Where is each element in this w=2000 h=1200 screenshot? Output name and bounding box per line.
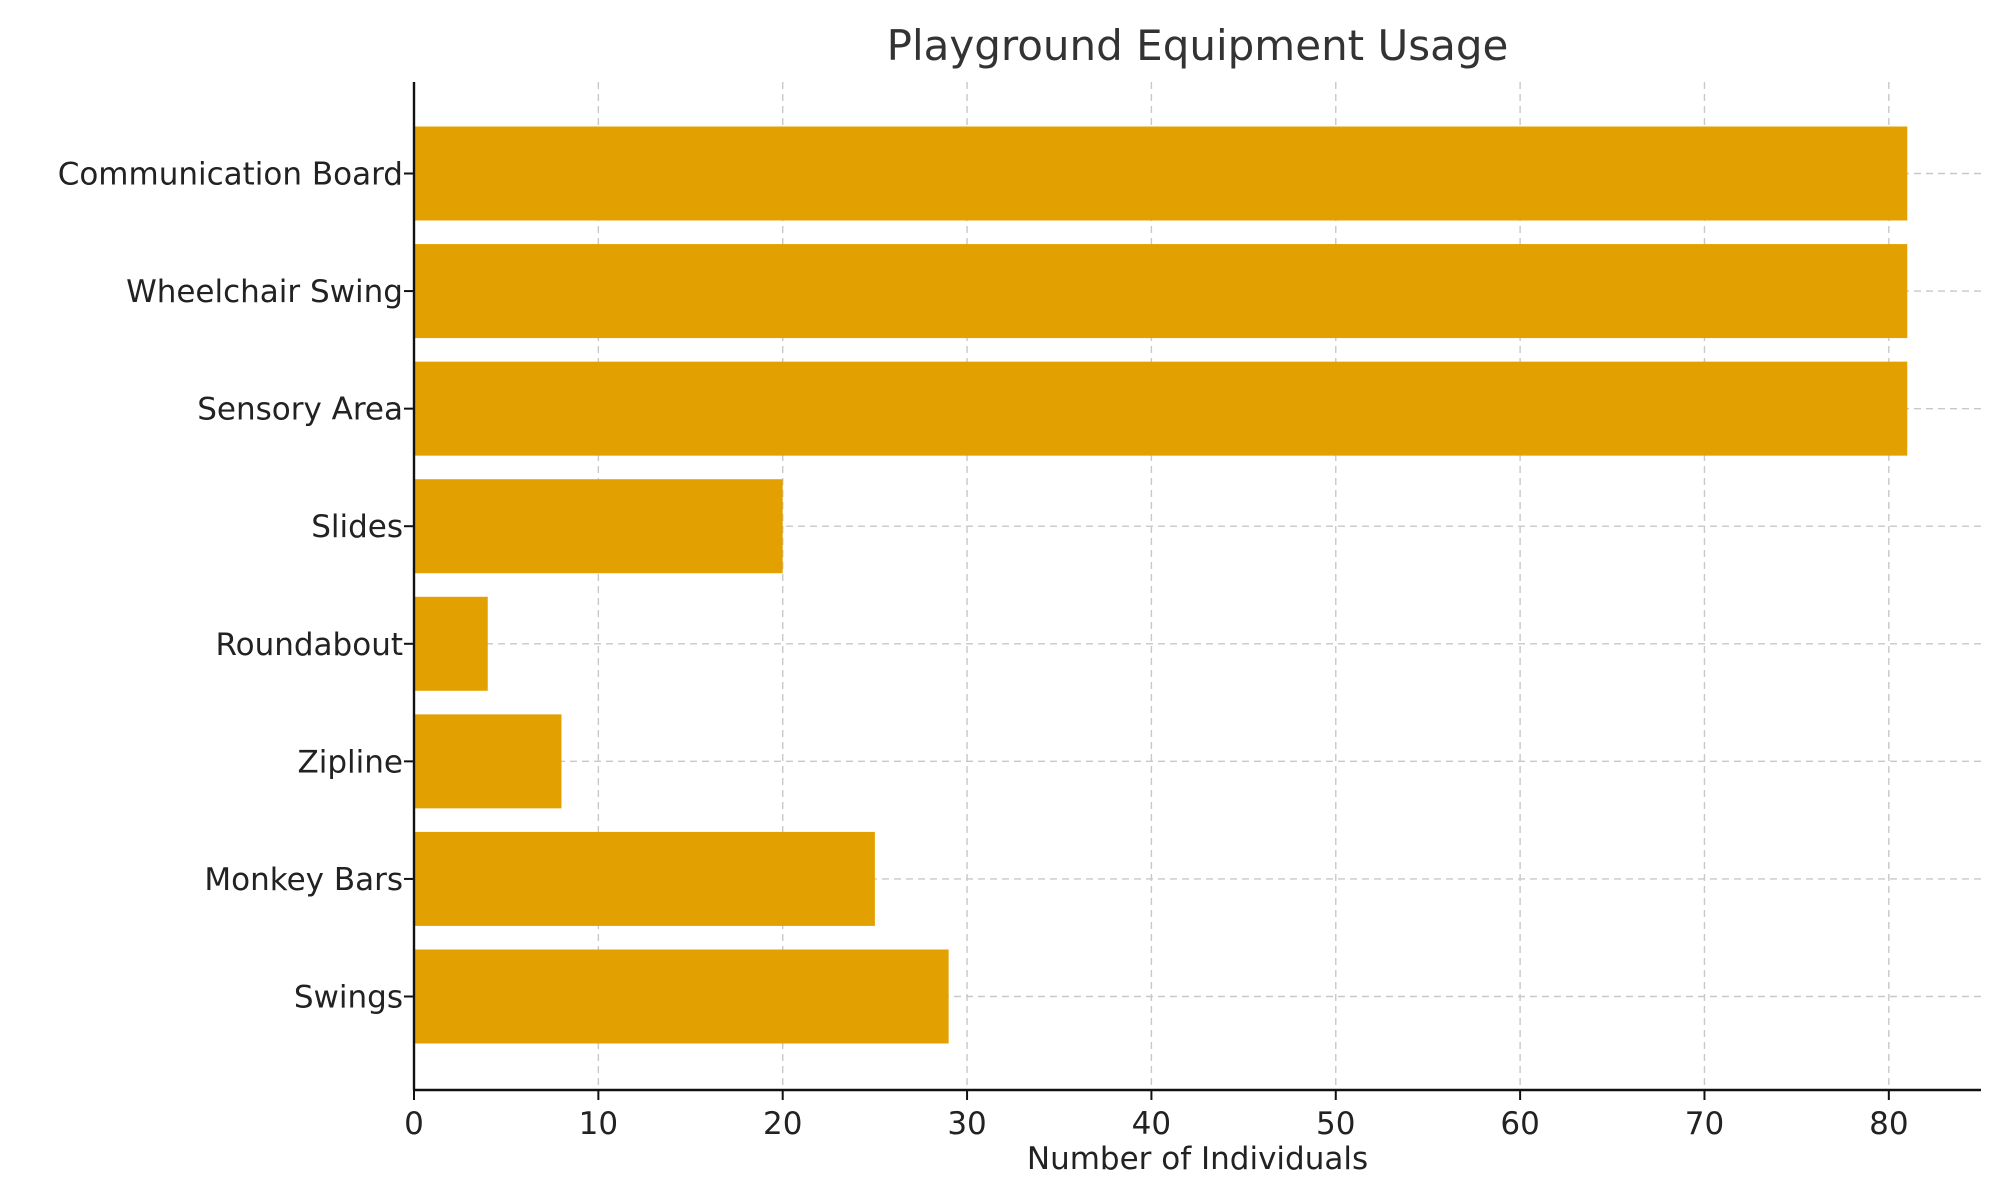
x-tick-label-1: 10 <box>579 1106 618 1142</box>
bar-roundabout <box>414 596 488 691</box>
axis-layer <box>412 82 1981 1092</box>
y-tick-label-slides: Slides <box>311 509 403 545</box>
bar-swings <box>414 949 949 1044</box>
y-tick-label-sensory-area: Sensory Area <box>197 392 403 428</box>
bar-slides <box>414 479 783 574</box>
y-tick-label-zipline: Zipline <box>298 744 403 780</box>
chart-title: Playground Equipment Usage <box>887 21 1509 70</box>
y-tick-label-monkey-bars: Monkey Bars <box>204 862 403 898</box>
x-tick-label-7: 70 <box>1685 1106 1724 1142</box>
x-tick-label-3: 30 <box>947 1106 986 1142</box>
x-tick-label-0: 0 <box>404 1106 424 1142</box>
bar-layer <box>414 126 1908 1044</box>
x-tick-label-5: 50 <box>1316 1106 1355 1142</box>
x-axis-label: Number of Individuals <box>1027 1141 1368 1177</box>
bar-wheelchair-swing <box>414 244 1908 339</box>
y-tick-label-communication-board: Communication Board <box>58 157 403 193</box>
x-tick-label-2: 20 <box>763 1106 802 1142</box>
x-tick-label-6: 60 <box>1500 1106 1539 1142</box>
y-tick-label-wheelchair-swing: Wheelchair Swing <box>126 274 403 310</box>
x-tick-label-8: 80 <box>1869 1106 1908 1142</box>
bar-sensory-area <box>414 361 1908 456</box>
bar-communication-board <box>414 126 1908 221</box>
bar-zipline <box>414 714 562 809</box>
grid-layer <box>414 82 1981 1090</box>
tick-layer: 0 10 20 30 40 50 60 70 80 Swings Monkey Bars Ziplin… <box>58 157 1909 1143</box>
x-tick-label-4: 40 <box>1132 1106 1171 1142</box>
y-tick-label-swings: Swings <box>294 980 403 1016</box>
bar-monkey-bars <box>414 831 875 926</box>
y-tick-label-roundabout: Roundabout <box>215 627 403 663</box>
